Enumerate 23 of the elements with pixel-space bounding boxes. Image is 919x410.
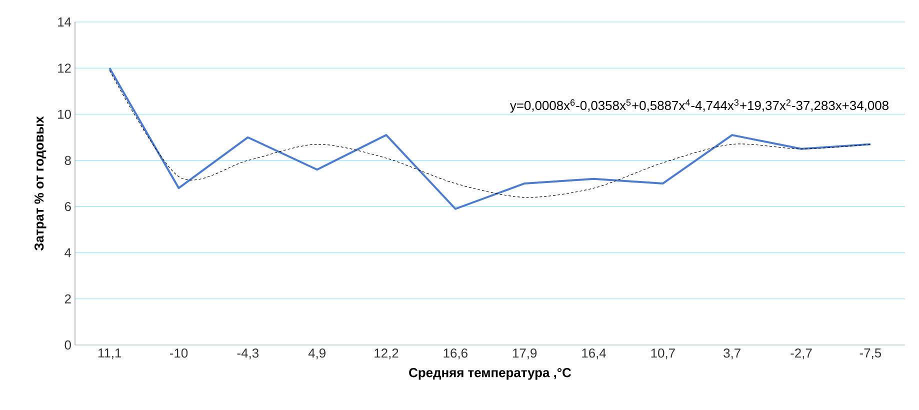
x-tick-label: -4,3 [237,348,259,360]
y-tick-label: 12 [58,64,71,73]
text: y=0,0008x$^{6}$-0,0358x$^{5}$+0,5887x$^{4}$-4,744x$^{3}$+19,37x$^{2}$-37,283x+34,008 [510,99,888,113]
x-axis-title: Средняя температура ,°C [409,368,572,380]
y-tick-label: 4 [64,248,72,258]
x-tick-label: 17,9 [512,348,537,360]
x-tick-label: -2,7 [790,348,812,360]
x-tick-label: 12,2 [374,348,398,360]
x-tick-label: 16,6 [444,348,468,360]
x-tick-label: -7,5 [860,348,882,360]
y-tick-label: 8 [64,156,71,166]
y-tick-label: 2 [64,294,71,304]
y-axis-title: Затрат % от годовых [34,116,46,251]
y-tick-label: 10 [58,110,71,119]
x-tick-label: 4,9 [308,348,326,360]
x-tick-label: 11,1 [98,348,122,360]
y-tick-label: 14 [58,18,72,26]
x-tick-label: 3,7 [724,348,740,360]
y-tick-label: 6 [64,202,71,212]
y-tick-label: 0 [64,340,71,350]
x-tick-label: 16,4 [582,348,606,360]
x-tick-label: -10 [170,348,188,358]
x-tick-label: 10,7 [651,348,675,360]
